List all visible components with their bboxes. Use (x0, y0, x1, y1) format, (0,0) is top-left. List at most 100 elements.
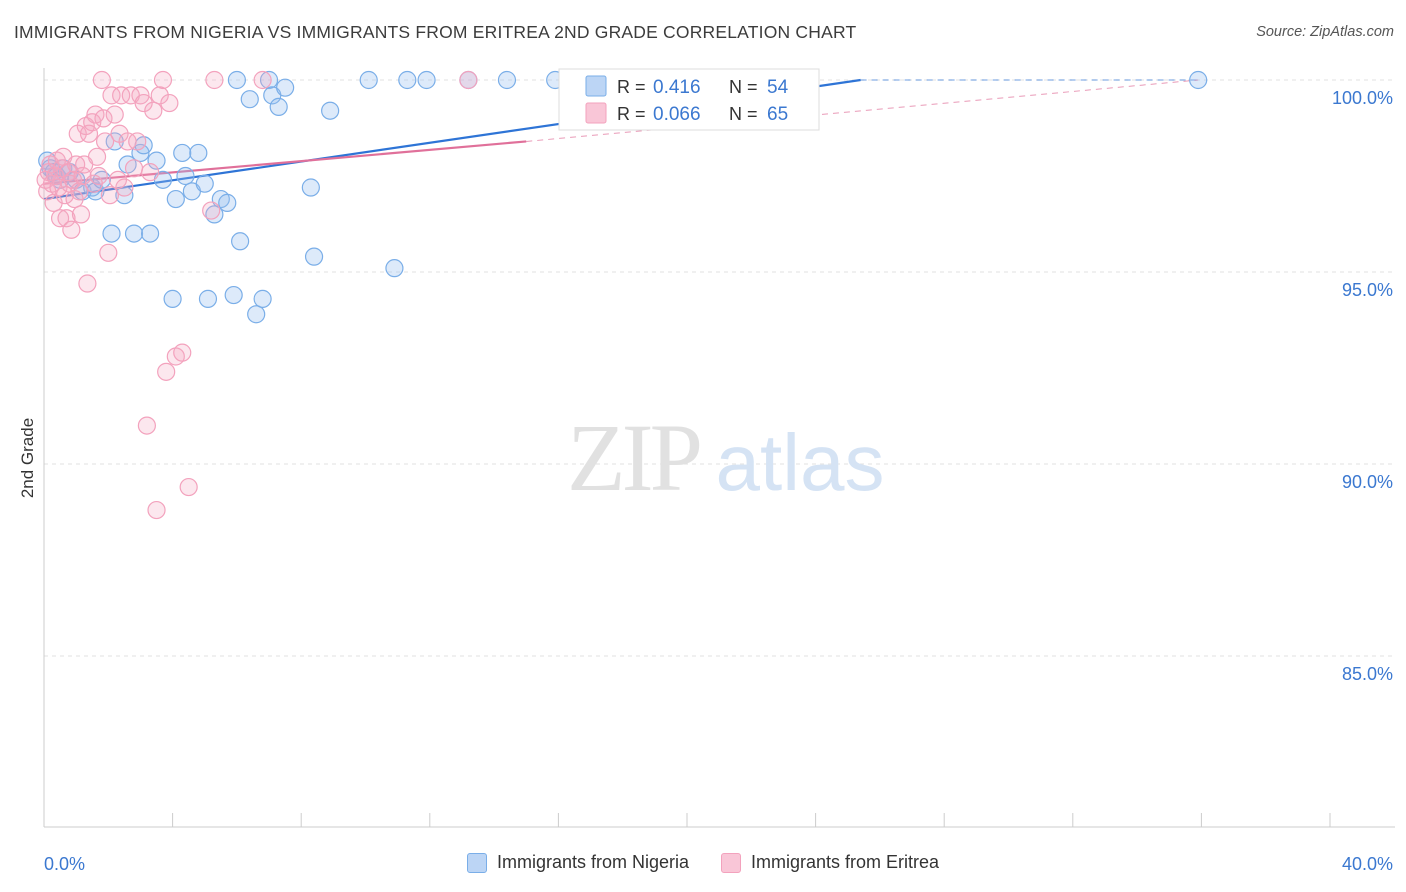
legend-n-label-nigeria: N = (729, 77, 758, 97)
point-eritrea (79, 124, 99, 143)
bottom-legend-item-nigeria: Immigrants from Nigeria (466, 852, 689, 873)
point-nigeria (115, 186, 134, 205)
point-eritrea (71, 205, 91, 224)
y-axis-title: 2nd Grade (18, 417, 37, 499)
point-nigeria (195, 174, 214, 193)
legend-n-label-eritrea: N = (729, 104, 758, 124)
point-eritrea (89, 166, 108, 186)
point-nigeria (218, 193, 237, 212)
point-eritrea (99, 243, 118, 262)
data-points (36, 70, 1208, 520)
watermark-atlas: atlas (716, 418, 885, 507)
point-nigeria (247, 305, 266, 324)
point-eritrea (140, 163, 160, 182)
point-eritrea (70, 182, 89, 201)
point-nigeria (398, 70, 417, 90)
axes (43, 68, 1395, 828)
legend-r-value-nigeria: 0.416 (653, 77, 701, 98)
watermark: ZIP atlas (567, 404, 884, 511)
point-eritrea (112, 86, 131, 105)
point-nigeria (231, 232, 250, 251)
point-nigeria (189, 143, 208, 163)
point-eritrea (63, 170, 83, 189)
point-eritrea (459, 70, 478, 90)
legend-swatch-nigeria (585, 75, 607, 97)
point-eritrea (128, 132, 147, 151)
point-nigeria (240, 90, 259, 109)
point-nigeria (166, 189, 185, 209)
source-credit: Source: ZipAtlas.com (1256, 24, 1394, 40)
point-eritrea (253, 70, 272, 90)
point-eritrea (160, 93, 179, 113)
point-nigeria (497, 70, 517, 90)
trend-line-eritrea (43, 140, 527, 185)
point-eritrea (105, 105, 124, 124)
point-eritrea (115, 178, 134, 197)
point-eritrea (55, 186, 74, 205)
point-nigeria (176, 166, 195, 186)
point-nigeria (253, 289, 272, 308)
point-eritrea (134, 93, 153, 113)
point-eritrea (118, 132, 137, 151)
legend-swatch-eritrea (585, 102, 607, 124)
bottom-legend-item-eritrea: Immigrants from Eritrea (721, 852, 939, 873)
point-nigeria (124, 224, 144, 243)
point-nigeria (417, 70, 436, 90)
point-eritrea (147, 500, 166, 520)
point-eritrea (92, 70, 111, 90)
point-nigeria (224, 285, 243, 305)
y-tick-label: 90.0% (1342, 472, 1393, 492)
legend-n-value-nigeria: 54 (767, 77, 789, 98)
point-nigeria (102, 224, 121, 243)
point-nigeria (1189, 70, 1208, 90)
point-nigeria (304, 247, 324, 266)
point-nigeria (276, 78, 295, 97)
tick-labels: 100.0% 95.0% 90.0% 85.0% 0.0% 40.0% (44, 88, 1393, 874)
x-tick-label: 0.0% (44, 854, 85, 874)
point-eritrea (87, 147, 107, 166)
legend-box: R = 0.416 N = 54 R = 0.066 N = 65 (558, 68, 820, 131)
point-nigeria (227, 70, 246, 90)
chart-title: IMMIGRANTS FROM NIGERIA VS IMMIGRANTS FR… (14, 22, 857, 42)
x-tick-label: 40.0% (1342, 854, 1393, 874)
bottom-legend-label-nigeria: Immigrants from Nigeria (496, 852, 689, 872)
point-eritrea (57, 209, 76, 228)
point-nigeria (301, 178, 320, 197)
y-tick-label: 100.0% (1332, 88, 1393, 108)
point-eritrea (150, 86, 169, 105)
point-nigeria (86, 182, 105, 201)
legend-r-value-eritrea: 0.066 (653, 104, 701, 125)
point-eritrea (137, 416, 156, 435)
trend-extension-eritrea (526, 79, 1199, 142)
point-nigeria (198, 289, 218, 308)
watermark-zip: ZIP (567, 404, 700, 511)
point-nigeria (173, 143, 192, 163)
point-nigeria (147, 151, 166, 170)
point-eritrea (50, 209, 70, 228)
bottom-legend-label-eritrea: Immigrants from Eritrea (751, 852, 940, 872)
point-eritrea (157, 362, 176, 381)
legend-r-label-eritrea: R = (617, 104, 646, 124)
point-eritrea (78, 274, 97, 293)
point-nigeria (269, 97, 288, 116)
point-eritrea (94, 109, 113, 128)
point-eritrea (102, 86, 121, 105)
point-nigeria (359, 70, 378, 90)
point-eritrea (62, 220, 81, 239)
point-eritrea (95, 132, 115, 151)
legend-n-value-eritrea: 65 (767, 104, 788, 125)
point-eritrea (173, 343, 192, 362)
point-eritrea (100, 186, 120, 205)
bottom-legend-swatch-eritrea (721, 852, 741, 873)
point-nigeria (163, 289, 182, 308)
y-tick-label: 85.0% (1342, 664, 1393, 684)
point-eritrea (153, 70, 173, 90)
bottom-legend: Immigrants from Nigeria Immigrants from … (0, 852, 1406, 873)
point-nigeria (259, 70, 279, 90)
point-eritrea (144, 101, 163, 120)
y-tick-label: 95.0% (1342, 280, 1393, 300)
point-nigeria (385, 259, 404, 278)
point-eritrea (202, 201, 221, 220)
point-eritrea (124, 159, 144, 178)
